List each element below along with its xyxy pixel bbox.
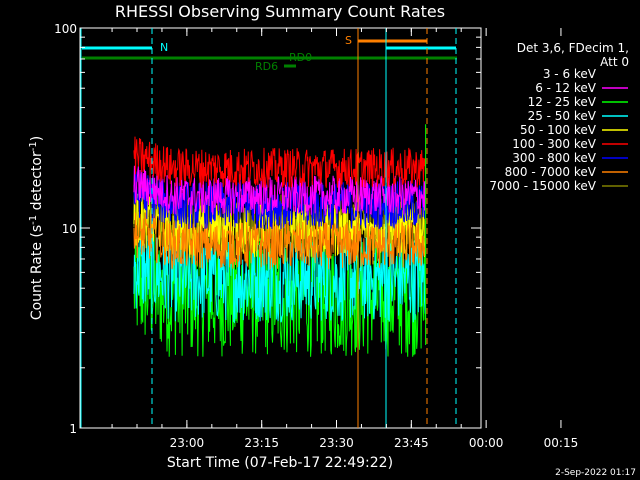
x-axis-label: Start Time (07-Feb-17 22:49:22) [167, 455, 393, 471]
x-tick-label: 23:15 [244, 436, 279, 450]
y-axis-label-mid: detector [29, 151, 45, 215]
series-layer [133, 101, 427, 357]
legend-header-line-1: Det 3,6, FDecim 1, [517, 41, 629, 55]
x-tick-label: 23:30 [319, 436, 354, 450]
legend-label-7: 800 - 7000 keV [505, 165, 597, 179]
legend-label-2: 12 - 25 keV [528, 95, 597, 109]
legend-label-4: 50 - 100 keV [520, 123, 597, 137]
chart-title: RHESSI Observing Summary Count Rates [115, 2, 445, 21]
night-flag-label: N [160, 41, 168, 54]
saa-flag-label: S [345, 34, 352, 47]
y-tick-label: 1 [69, 422, 77, 436]
legend-label-8: 7000 - 15000 keV [489, 179, 596, 193]
y-axis-label-main: Count Rate (s [29, 225, 45, 320]
y-axis-label: Count Rate (s-1 detector-1) [28, 136, 45, 320]
legend-label-5: 100 - 300 keV [512, 137, 596, 151]
y-tick-label: 100 [54, 22, 77, 36]
x-tick-label: 23:45 [394, 436, 429, 450]
series-line-3to6keV [133, 101, 427, 136]
legend-label-0: 3 - 6 keV [543, 67, 597, 81]
y-axis-label-sup1: -1 [28, 215, 39, 225]
series-line-25to50keV [133, 227, 427, 324]
legend-label-6: 300 - 800 keV [512, 151, 596, 165]
generation-timestamp: 2-Sep-2022 01:17 [555, 468, 636, 478]
series-line-800to7000keV [133, 212, 427, 270]
y-axis-label-sup2: -1 [28, 141, 39, 151]
x-tick-label: 23:00 [170, 436, 205, 450]
series-line-100to300keV [133, 136, 427, 188]
legend-label-1: 6 - 12 keV [535, 81, 597, 95]
rd0-flag-label: RD0 [289, 51, 312, 64]
y-tick-label: 10 [62, 222, 77, 236]
rd6-flag-label: RD6 [255, 60, 278, 73]
flag-layer: N S RD0 RD6 [80, 28, 457, 428]
legend-header-line-2: Att 0 [600, 55, 629, 69]
x-tick-label: 00:00 [469, 436, 504, 450]
legend-label-3: 25 - 50 keV [528, 109, 597, 123]
y-axis-label-end: ) [29, 136, 45, 141]
axis-layer: 1 10 100 23:00 23:15 23:30 23:45 00:00 00:15 [54, 22, 578, 450]
x-tick-label: 00:15 [544, 436, 579, 450]
series-line-300to800keV [133, 171, 427, 230]
